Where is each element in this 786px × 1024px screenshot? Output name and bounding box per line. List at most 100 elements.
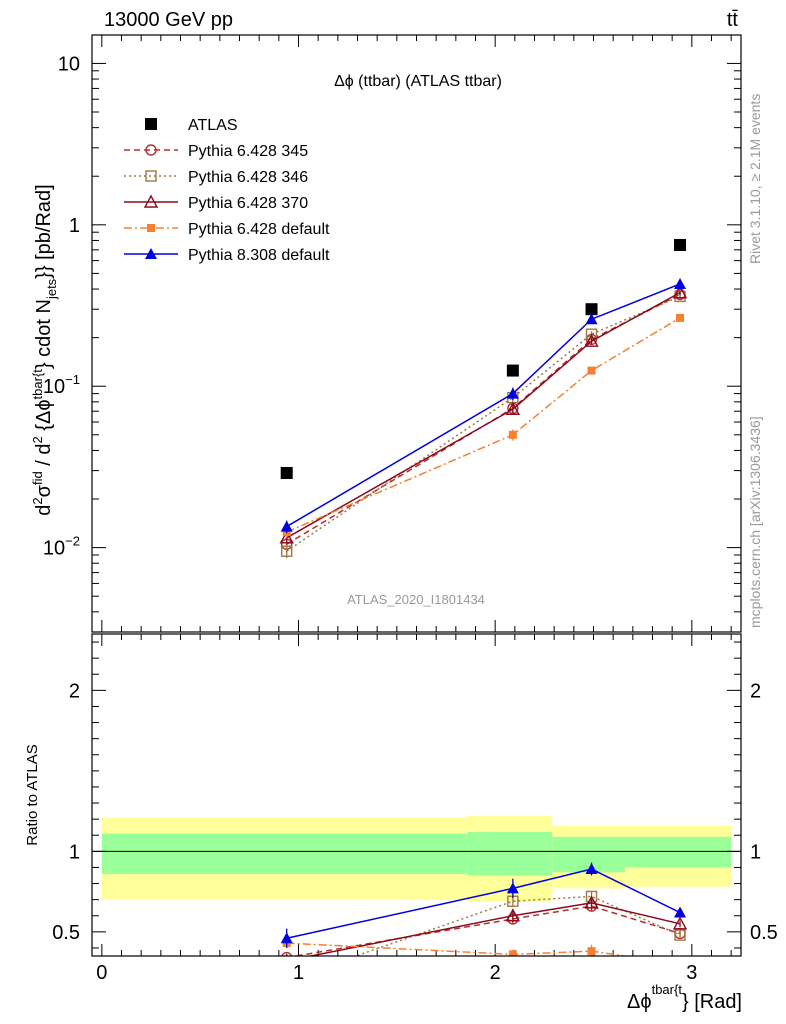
ratio-y-axis-title: Ratio to ATLAS [24, 744, 41, 845]
legend-entry: Pythia 6.428 370 [124, 194, 308, 212]
ratio-series-line [353, 895, 681, 956]
ratio-data-point [676, 960, 684, 968]
ratio-x-tick-label: 3 [686, 962, 697, 984]
main-series-line [286, 293, 681, 545]
legend-entry: ATLAS [145, 117, 238, 134]
main-data-point [506, 387, 519, 399]
ratio-data-point [508, 950, 517, 956]
main-data-point [279, 530, 294, 544]
main-data-point [585, 313, 598, 325]
ratio-band-inner [552, 836, 625, 873]
ratio-x-tick-label: 1 [293, 962, 304, 984]
ratio-data-point [585, 863, 598, 875]
ratio-data-point [587, 947, 596, 956]
legend-marker [145, 118, 157, 130]
legend-entry: Pythia 6.428 default [124, 221, 330, 238]
ratio-data-point [281, 951, 293, 956]
main-data-point [676, 313, 685, 322]
main-series-line [286, 283, 681, 528]
main-data-point [585, 303, 598, 316]
ratio-y-tick-label: 2 [69, 680, 80, 702]
main-data-layer [279, 238, 688, 559]
ratio-axes: 0 1 2 3 0.5 0.5 1 1 2 2 [52, 634, 778, 984]
main-y-tick-label: 1 [69, 215, 80, 237]
ratio-data-layer [280, 862, 688, 985]
ratio-data-point [506, 882, 519, 894]
legend-marker [145, 170, 157, 182]
ratio-uncertainty-bands [101, 815, 732, 902]
legend-label: ATLAS [188, 117, 238, 134]
ratio-x-tick-label: 2 [490, 962, 501, 984]
main-series-line [286, 295, 681, 552]
ratio-y-tick-label: 1 [69, 841, 80, 863]
ratio-series [282, 890, 686, 985]
main-series-line [286, 317, 681, 533]
ratio-series-line [307, 902, 681, 956]
main-data-point [674, 238, 687, 251]
mcplots-reference-label: mcplots.cern.ch [arXiv:1306.3436] [747, 416, 763, 628]
legend-label: Pythia 8.308 default [188, 247, 330, 264]
main-panel: 10−2 10−1 1 10 Δϕ (ttbar) (ATLAS ttbar) ATL… [43, 34, 742, 633]
main-data-point [587, 366, 596, 375]
legend-entry: Pythia 6.428 346 [124, 169, 308, 186]
legend-entry: Pythia 8.308 default [124, 247, 330, 264]
legend-marker [143, 194, 159, 208]
main-y-tick-label: 10−2 [43, 534, 80, 560]
main-y-tick-label: 10−1 [43, 372, 80, 398]
main-series [279, 285, 688, 544]
main-series [281, 290, 686, 559]
main-data-point [506, 364, 519, 377]
ratio-band-inner [624, 836, 732, 868]
ratio-band-inner [467, 832, 553, 876]
ratio-series [285, 895, 688, 956]
legend-marker [147, 224, 155, 232]
main-data-point [584, 333, 599, 347]
main-data-point [508, 430, 517, 439]
main-y-axis-title: d2σfid / d2 {Δϕtbar{t} cdot Njets}} [pb/… [30, 184, 59, 515]
ratio-y-tick-label-right: 1 [750, 841, 761, 863]
main-series [281, 288, 686, 550]
ratio-y-tick-label-right: 2 [750, 680, 761, 702]
main-axes: 10−2 10−1 1 10 [43, 35, 741, 633]
legend-label: Pythia 6.428 default [188, 221, 330, 238]
ratio-data-point [280, 932, 293, 944]
legend-label: Pythia 6.428 345 [188, 143, 308, 160]
main-data-point [280, 466, 293, 479]
legend-label: Pythia 6.428 370 [188, 195, 308, 212]
ratio-series-line [286, 942, 630, 956]
ratio-data-point [674, 906, 687, 918]
analysis-watermark: ATLAS_2020_I1801434 [347, 592, 485, 607]
ratio-y-tick-label-right: 0.5 [750, 922, 778, 944]
ratio-data-point [674, 929, 686, 941]
x-axis-title: Δϕtbar{t} [Rad] [627, 982, 742, 1013]
legend-marker [145, 248, 157, 259]
rivet-version-label: Rivet 3.1.10, ≥ 2.1M events [747, 94, 763, 264]
ratio-series-line [286, 868, 681, 940]
ratio-series [280, 862, 687, 948]
ratio-band-inner [101, 833, 468, 874]
header-left-label: 13000 GeV pp [104, 9, 233, 31]
legend-marker [145, 144, 157, 156]
ratio-data-point [584, 895, 599, 909]
ratio-data-point [282, 975, 292, 985]
legend-label: Pythia 6.428 346 [188, 169, 308, 186]
ratio-data-point [672, 916, 688, 930]
main-data-point [281, 545, 293, 557]
main-data-point [280, 520, 293, 532]
svg-text:Δϕtbar{t} [Rad]: Δϕtbar{t} [Rad] [627, 982, 742, 1013]
main-series [280, 238, 687, 479]
ratio-series [282, 938, 684, 968]
main-plot-title: Δϕ (ttbar) (ATLAS ttbar) [334, 73, 502, 90]
main-data-point [505, 401, 521, 415]
svg-text:d2σfid / d2 {Δϕtbar{t} cdot Nj: d2σfid / d2 {Δϕtbar{t} cdot Njets}} [pb/… [30, 184, 59, 515]
ratio-frame [91, 633, 742, 957]
main-y-tick-label: 10 [58, 53, 80, 75]
main-data-point [674, 277, 687, 289]
ratio-data-point [505, 908, 521, 922]
main-series [280, 277, 687, 534]
main-data-point [672, 285, 688, 299]
ratio-series-line [291, 905, 681, 956]
header-right-label: tt̄ [727, 9, 739, 31]
ratio-panel: 0 1 2 3 0.5 0.5 1 1 2 2 [52, 633, 778, 985]
